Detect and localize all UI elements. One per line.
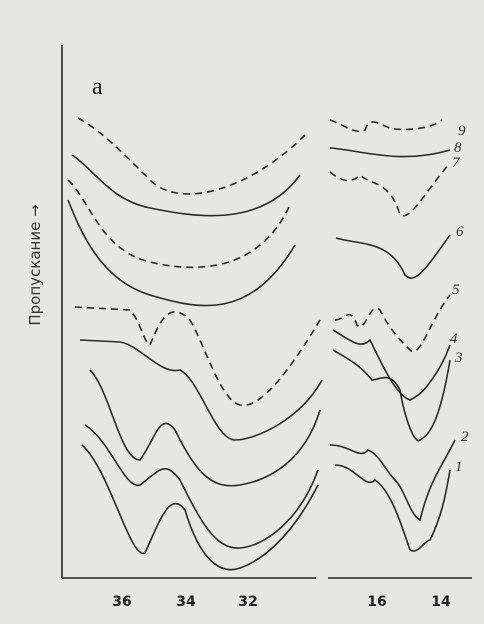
curve-label: 2 bbox=[461, 429, 469, 445]
x-tick-label: 16 bbox=[367, 594, 386, 610]
curve-label: 7 bbox=[452, 155, 461, 171]
curve bbox=[81, 444, 319, 571]
x-tick-label: 34 bbox=[176, 594, 196, 610]
curve bbox=[334, 294, 451, 353]
curve bbox=[332, 329, 451, 401]
curve bbox=[67, 199, 296, 307]
curve bbox=[332, 349, 451, 442]
curve bbox=[329, 439, 456, 522]
curve bbox=[334, 464, 451, 552]
x-tick-label: 32 bbox=[238, 594, 257, 610]
curve-label: 5 bbox=[452, 282, 460, 298]
curve bbox=[84, 424, 319, 549]
curve bbox=[71, 154, 301, 217]
curve bbox=[329, 164, 449, 217]
x-tick-labels: 36 34 32 16 14 bbox=[112, 594, 451, 610]
x-tick-label: 14 bbox=[431, 594, 451, 610]
curve-label: 1 bbox=[455, 459, 463, 475]
curve bbox=[67, 179, 291, 269]
curve bbox=[77, 117, 306, 195]
curve-label: 6 bbox=[456, 224, 464, 240]
curve bbox=[329, 147, 451, 158]
curves bbox=[67, 117, 456, 571]
curve-labels: 9 8 7 6 5 4 3 2 1 bbox=[450, 123, 469, 475]
curve-label: 4 bbox=[450, 331, 458, 347]
curve bbox=[89, 369, 321, 487]
curve bbox=[79, 339, 323, 441]
panel-label: а bbox=[92, 74, 103, 100]
x-tick-label: 36 bbox=[112, 594, 131, 610]
curve bbox=[335, 234, 451, 279]
curve bbox=[74, 306, 321, 407]
curve-label: 3 bbox=[454, 350, 463, 366]
curve-label: 8 bbox=[454, 140, 462, 156]
curve bbox=[329, 119, 443, 133]
curve-label: 9 bbox=[458, 123, 466, 139]
y-axis-label: Пропускание → bbox=[26, 204, 44, 325]
